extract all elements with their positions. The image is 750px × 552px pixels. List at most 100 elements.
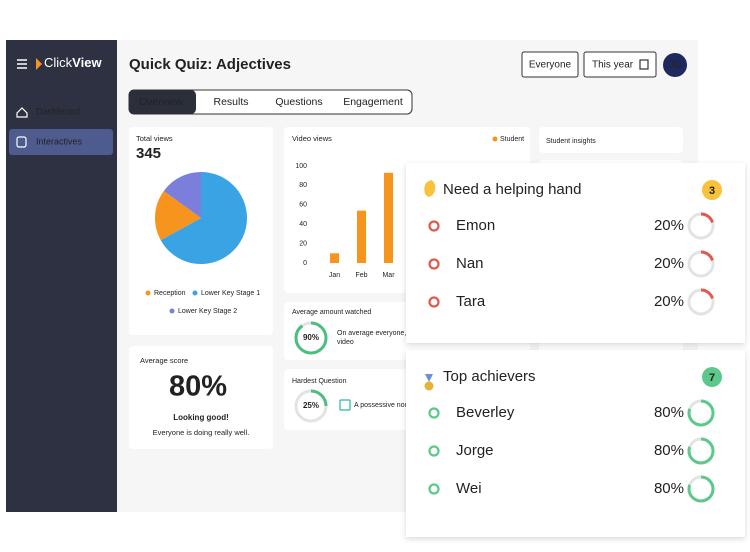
medal-icon bbox=[424, 381, 434, 391]
brand-light: Click bbox=[44, 55, 73, 70]
avatar-initials: JD bbox=[669, 60, 681, 71]
gauge bbox=[294, 389, 328, 423]
student-percent: 20% bbox=[654, 217, 684, 234]
student-name: Emon bbox=[456, 217, 495, 234]
score-text: Everyone is doing really well. bbox=[153, 428, 250, 437]
student-percent: 80% bbox=[654, 480, 684, 497]
score-value: 80% bbox=[169, 371, 227, 403]
legend-label: Reception bbox=[154, 290, 186, 297]
nav-item: Interactives bbox=[36, 136, 83, 146]
student-name: Jorge bbox=[456, 442, 494, 459]
card-title: Average score bbox=[140, 356, 188, 365]
tab: Questions bbox=[275, 96, 322, 108]
status-dot bbox=[428, 407, 440, 419]
progress-ring bbox=[687, 212, 715, 240]
progress-ring bbox=[687, 250, 715, 278]
legend-label: Student bbox=[500, 136, 524, 143]
card bbox=[539, 127, 683, 153]
legend-swatch bbox=[192, 290, 198, 296]
logo-mark bbox=[36, 58, 42, 70]
legend-swatch bbox=[145, 290, 151, 296]
nav-active bbox=[9, 129, 113, 155]
calendar-icon bbox=[639, 59, 649, 70]
gauge-label: 90% bbox=[303, 333, 319, 342]
x-tick-label: Feb bbox=[355, 272, 367, 279]
pie-slice bbox=[155, 190, 201, 241]
question-text: A possessive nou bbox=[354, 402, 409, 409]
score-headline: Looking good! bbox=[173, 413, 229, 422]
bar bbox=[330, 253, 339, 263]
progress-ring bbox=[687, 475, 715, 503]
legend-label: Lower Key Stage 1 bbox=[201, 290, 260, 297]
watched-text: video bbox=[337, 339, 354, 346]
legend-label: Lower Key Stage 2 bbox=[178, 308, 237, 315]
chart-title: Video views bbox=[292, 134, 332, 143]
count-badge bbox=[702, 367, 722, 387]
student-name: Wei bbox=[456, 480, 482, 497]
filter-label: Everyone bbox=[529, 60, 572, 71]
y-tick-label: 100 bbox=[295, 163, 307, 170]
student-percent: 80% bbox=[654, 404, 684, 421]
avatar[interactable] bbox=[663, 53, 687, 77]
status-dot bbox=[428, 258, 440, 270]
tab: Overview bbox=[139, 96, 183, 108]
gauge-label: 25% bbox=[303, 401, 319, 410]
progress-ring bbox=[687, 288, 715, 316]
tab: Engagement bbox=[343, 96, 403, 108]
card bbox=[129, 346, 273, 449]
count-badge bbox=[702, 180, 722, 200]
bar bbox=[357, 210, 366, 263]
status-dot bbox=[428, 445, 440, 457]
brand-bold: View bbox=[72, 55, 102, 70]
question-icon bbox=[339, 399, 351, 411]
card-title: Average amount watched bbox=[292, 309, 371, 316]
tab: Results bbox=[213, 96, 248, 108]
student-name: Tara bbox=[456, 293, 486, 310]
insight-card bbox=[406, 350, 745, 537]
tab-active bbox=[129, 90, 196, 114]
student-name: Beverley bbox=[456, 404, 515, 421]
y-tick-label: 20 bbox=[299, 240, 307, 247]
count-badge-value: 3 bbox=[709, 185, 715, 197]
bar bbox=[384, 172, 393, 263]
filter-button[interactable] bbox=[583, 51, 657, 78]
card-title: Hardest Question bbox=[292, 378, 347, 385]
filter-label: This year bbox=[592, 60, 634, 71]
card-title: Total views bbox=[136, 134, 173, 143]
x-tick-label: Mar bbox=[382, 272, 395, 279]
watched-text: On average everyone, th bbox=[337, 330, 414, 337]
insight-title: Top achievers bbox=[443, 368, 536, 385]
legend-swatch bbox=[492, 136, 498, 142]
student-percent: 20% bbox=[654, 293, 684, 310]
y-tick-label: 80 bbox=[299, 182, 307, 189]
pie-slice bbox=[163, 172, 201, 218]
insight-title: Need a helping hand bbox=[443, 181, 581, 198]
status-dot bbox=[428, 220, 440, 232]
progress-ring bbox=[687, 399, 715, 427]
wave-icon bbox=[424, 180, 436, 197]
progress-ring bbox=[687, 437, 715, 465]
page-title: Quick Quiz: Adjectives bbox=[129, 56, 291, 73]
nav-item: Dashboard bbox=[36, 106, 80, 116]
brand: ClickView bbox=[44, 55, 102, 70]
insight-card bbox=[406, 163, 745, 343]
y-tick-label: 60 bbox=[299, 202, 307, 209]
y-tick-label: 0 bbox=[303, 260, 307, 267]
legend-swatch bbox=[169, 308, 175, 314]
student-percent: 20% bbox=[654, 255, 684, 272]
student-name: Nan bbox=[456, 255, 484, 272]
interactives-icon bbox=[16, 136, 27, 148]
medal-ribbon bbox=[425, 374, 433, 382]
card-title: Student insights bbox=[546, 138, 596, 145]
count-badge-value: 7 bbox=[709, 372, 715, 384]
status-dot bbox=[428, 296, 440, 308]
home-icon bbox=[16, 107, 28, 118]
sidebar bbox=[6, 40, 117, 512]
filter-button[interactable] bbox=[521, 51, 579, 78]
total-views-value: 345 bbox=[136, 145, 161, 162]
pie-slice bbox=[160, 172, 248, 264]
gauge bbox=[294, 321, 328, 355]
x-tick-label: Jan bbox=[329, 272, 340, 279]
